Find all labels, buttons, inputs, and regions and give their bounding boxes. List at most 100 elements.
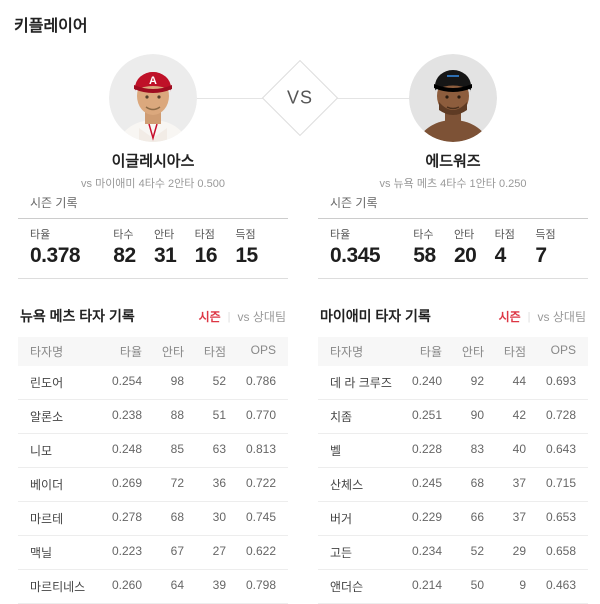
stat-value: 66 (470, 510, 484, 524)
stat-value: 68 (470, 476, 484, 490)
stat-value: 37 (512, 476, 526, 490)
stat-value: 98 (170, 374, 184, 388)
tab-season[interactable]: 시즌 (198, 310, 221, 324)
stat-value: 0.248 (111, 442, 142, 456)
stat-value-hits: 31 (153, 244, 177, 267)
stat-value: 0.229 (411, 510, 442, 524)
stat-value: 0.813 (245, 442, 276, 456)
season-record-title: 시즌 기록 (318, 194, 588, 219)
col-avg: 타율 (419, 345, 442, 359)
stat-value-rbi: 4 (494, 244, 507, 267)
col-hits: 안타 (161, 345, 184, 359)
stat-label-avg: 타율 (30, 229, 51, 241)
col-hits: 안타 (461, 345, 484, 359)
tab-season[interactable]: 시즌 (498, 310, 521, 324)
table-body-left: 린도어 0.254 98 52 0.786 알론소 0.238 88 51 0.770 니모 0.24… (18, 366, 288, 604)
batter-name: 베이더 (30, 478, 64, 492)
page-title: 키플레이어 (14, 18, 88, 35)
tab-divider: | (227, 310, 231, 323)
table-title-left: 뉴욕 메츠 타자 기록 (20, 308, 135, 324)
stat-label-runs: 득점 (235, 229, 256, 241)
table-row: 베이더 0.269 72 36 0.722 (18, 468, 288, 502)
table-row: 데 라 크루즈 0.240 92 44 0.693 (318, 366, 588, 400)
batter-name: 앤더슨 (330, 580, 364, 594)
record-tabs: 시즌 | vs 상대팀 (199, 308, 286, 325)
stat-value: 0.745 (245, 510, 276, 524)
table-row: 앤더슨 0.214 50 9 0.463 (318, 570, 588, 604)
stat-value: 0.643 (545, 442, 576, 456)
table-row: 고든 0.234 52 29 0.658 (318, 536, 588, 570)
tab-vs-opponent[interactable]: vs 상대팀 (537, 310, 586, 324)
stat-value: 0.228 (411, 442, 442, 456)
player-avatar-left: A (109, 54, 197, 142)
tab-divider: | (527, 310, 531, 323)
stat-value: 52 (212, 374, 226, 388)
stat-value-runs: 7 (535, 244, 547, 267)
stat-value: 72 (170, 476, 184, 490)
stat-label-rbi: 타점 (494, 229, 515, 241)
stat-value: 0.653 (545, 510, 576, 524)
batter-name: 마르테 (30, 512, 64, 526)
stat-value: 37 (512, 510, 526, 524)
stat-value: 0.214 (411, 578, 442, 592)
batter-name: 산체스 (330, 478, 364, 492)
stat-label-avg: 타율 (330, 229, 351, 241)
stat-value: 44 (512, 374, 526, 388)
batter-name: 니모 (30, 444, 53, 458)
batter-table-left: 뉴욕 메츠 타자 기록 시즌 | vs 상대팀 타자명 타율 안타 타점 OPS… (18, 306, 288, 604)
stat-value: 83 (470, 442, 484, 456)
stat-value-avg: 0.345 (330, 244, 381, 267)
col-rbi: 타점 (503, 345, 526, 359)
season-records-section: 시즌 기록 타율 0.378 타수 82 안타 31 타점 16 득점 15 시즌 기록 … (0, 194, 600, 279)
player-subtitle-right: vs 뉴욕 메츠 4타수 1안타 0.250 (379, 178, 527, 190)
table-row: 벨 0.228 83 40 0.643 (318, 434, 588, 468)
stat-value-rbi: 16 (194, 244, 218, 267)
stat-value: 0.693 (545, 374, 576, 388)
tab-vs-opponent[interactable]: vs 상대팀 (237, 310, 286, 324)
batter-tables-section: 뉴욕 메츠 타자 기록 시즌 | vs 상대팀 타자명 타율 안타 타점 OPS… (0, 306, 600, 604)
stat-value: 0.260 (111, 578, 142, 592)
stat-value: 0.240 (411, 374, 442, 388)
stat-value: 36 (212, 476, 226, 490)
batter-name: 알론소 (30, 410, 64, 424)
stat-label-runs: 득점 (535, 229, 556, 241)
stat-value: 0.770 (245, 408, 276, 422)
stat-label-rbi: 타점 (194, 229, 215, 241)
stat-value: 0.269 (111, 476, 142, 490)
stat-value: 90 (470, 408, 484, 422)
batter-table-right: 마이애미 타자 기록 시즌 | vs 상대팀 타자명 타율 안타 타점 OPS … (318, 306, 588, 604)
stat-value: 0.722 (245, 476, 276, 490)
stat-label-ab: 타수 (113, 229, 134, 241)
stat-value: 88 (170, 408, 184, 422)
player-card-left: A 이글레시아스 vs 마이애미 4타수 2안타 0.500 (18, 54, 288, 191)
stat-value: 0.798 (245, 578, 276, 592)
col-rbi: 타점 (203, 345, 226, 359)
stat-value: 0.245 (411, 476, 442, 490)
stat-value: 51 (212, 408, 226, 422)
stat-value-ab: 82 (113, 244, 136, 267)
player-photo-icon (409, 54, 497, 142)
stat-value: 0.728 (545, 408, 576, 422)
table-header: 타자명 타율 안타 타점 OPS (18, 337, 288, 366)
stat-value: 50 (470, 578, 484, 592)
stat-value-hits: 20 (453, 244, 477, 267)
stat-value: 0.622 (245, 544, 276, 558)
table-row: 산체스 0.245 68 37 0.715 (318, 468, 588, 502)
stat-value: 27 (212, 544, 226, 558)
player-name-left: 이글레시아스 (111, 153, 195, 170)
player-name-right: 에드워즈 (425, 153, 481, 170)
matchup-section: VS A (0, 54, 600, 190)
stat-value: 68 (170, 510, 184, 524)
stat-value: 9 (519, 578, 526, 592)
stat-value: 85 (170, 442, 184, 456)
vs-badge: VS (286, 87, 314, 108)
season-record-title: 시즌 기록 (18, 194, 288, 219)
table-header: 타자명 타율 안타 타점 OPS (318, 337, 588, 366)
stat-value: 0.234 (411, 544, 442, 558)
batter-name: 버거 (330, 512, 353, 526)
stat-value: 0.251 (411, 408, 442, 422)
svg-text:A: A (149, 75, 157, 87)
table-row: 니모 0.248 85 63 0.813 (18, 434, 288, 468)
table-row: 린도어 0.254 98 52 0.786 (18, 366, 288, 400)
batter-name: 고든 (330, 546, 353, 560)
